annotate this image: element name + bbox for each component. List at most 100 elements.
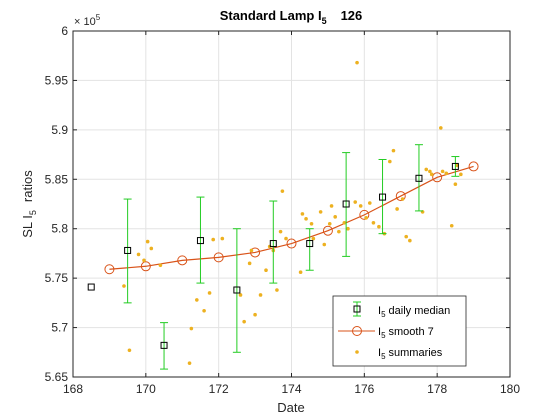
smooth-point [177,255,188,266]
summary-point [249,248,254,253]
median-point [196,237,204,245]
summary-point [459,172,463,177]
smooth-point [432,172,443,183]
y-exponent-label: × 105 [74,13,101,28]
chart-title-suffix: 126 [341,8,363,23]
smooth-point [286,238,297,249]
summary-point [264,268,268,273]
smooth-layer [104,161,479,275]
summary-point [355,60,359,65]
summary-point [322,242,327,247]
legend-label-summaries: I5 summaries [378,347,443,361]
summary-point [449,223,454,228]
smooth-point [395,191,406,202]
chart-title: Standard Lamp I5 126 [220,8,363,26]
y-tick-label: 6 [61,24,68,38]
summary-point [329,204,334,208]
smooth-point [213,252,224,263]
summary-point [358,204,363,208]
summary-point [149,246,154,251]
summary-point [342,220,347,225]
summary-point [127,348,132,353]
median-point [451,162,459,170]
summary-point [158,263,163,268]
chart-title-main: Standard Lamp I [220,8,322,23]
smooth-point [250,247,261,258]
x-tick-label: 176 [354,382,374,396]
legend-median-marker [353,305,361,313]
summary-point [300,212,305,216]
summary-point [202,308,206,313]
smooth-line [109,165,474,270]
median-point [306,240,314,248]
summary-point [207,291,212,295]
scatter-layer [122,60,463,365]
median-point [124,246,132,254]
summary-point [346,226,350,231]
legend-smooth-marker [352,326,362,336]
legend-smooth-subscript: 5 [381,331,386,340]
summary-point [142,258,146,263]
summary-point [337,229,341,234]
summary-point [304,217,308,221]
legend: I5 daily median I5 smooth 7 I5 summaries [332,295,467,367]
summary-point [258,293,263,297]
x-tick-label: 174 [281,382,301,396]
summary-point [242,319,246,324]
errorbar-layer [87,144,460,370]
summary-point [136,252,141,257]
y-exponent-power: 5 [96,13,101,22]
x-tick-label: 172 [209,382,229,396]
summary-point [211,237,216,242]
summary-point [391,148,396,153]
legend-summaries-main: I [378,347,381,359]
summary-point [377,224,381,229]
summary-point [428,169,432,174]
smooth-point [322,225,333,236]
smooth-point [359,209,370,220]
summary-point [275,288,279,292]
y-exponent-base: × 10 [74,16,96,28]
y-axis-label: SL I5 ratios [20,170,38,238]
summary-point [353,200,358,204]
y-tick-label: 5.9 [51,123,68,137]
legend-smooth-main: I [378,326,381,338]
summary-point [395,207,399,211]
summary-point [189,326,194,331]
summary-point [187,361,192,365]
legend-summaries-marker [355,350,359,354]
axis-tick-labels: 168 170 172 174 176 178 180 5.65 5.7 5.75 5.8 5.85 5… [45,24,521,396]
summary-point [195,298,199,302]
legend-item-summaries: I5 summaries [355,347,443,361]
y-tick-label: 5.85 [45,172,69,186]
summary-point [309,221,314,226]
legend-item-smooth: I5 smooth 7 [338,326,434,340]
median-point [415,174,423,182]
summary-point [364,216,368,220]
x-tick-label: 178 [427,382,447,396]
y-tick-label: 5.7 [51,321,68,335]
summary-point [333,215,338,219]
y-tick-label: 5.8 [51,222,68,236]
smooth-point [104,264,115,275]
median-point [87,283,95,291]
legend-daily-median-suffix: daily median [389,305,451,317]
median-point [269,240,277,248]
summary-point [220,236,225,241]
summary-point [280,189,285,193]
summary-point [429,172,434,177]
summary-point [400,197,405,201]
x-tick-label: 170 [136,382,156,396]
x-tick-label: 180 [500,382,520,396]
y-axis-label-suffix: ratios [20,170,35,202]
legend-summaries-suffix: summaries [389,347,443,359]
summary-point [439,126,443,130]
y-axis-label-main: SL I [20,215,35,238]
summary-point [408,238,412,243]
y-axis-label-subscript: 5 [28,210,38,215]
summary-point [327,221,332,226]
summary-point [424,167,429,172]
y-tick-label: 5.75 [45,271,69,285]
summary-point [371,220,376,225]
